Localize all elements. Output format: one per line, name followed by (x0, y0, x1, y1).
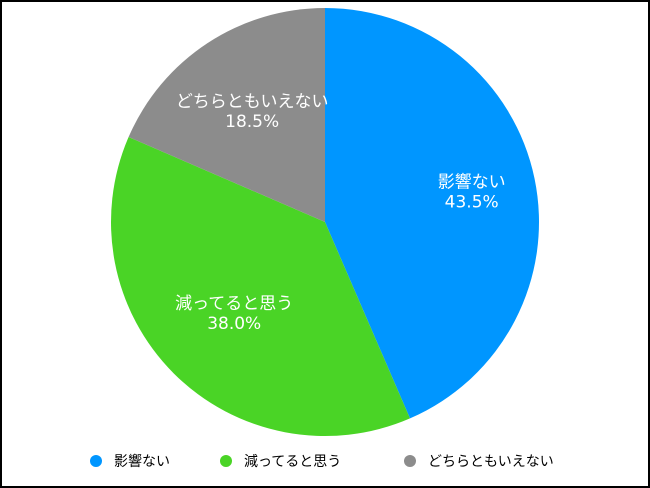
legend-label-2: どちらともいえない (428, 454, 554, 470)
pie-labels: 影響ない 43.5% 減ってると思う 38.0% どちらともいえない 18.5% (175, 92, 506, 334)
legend-marker-1 (220, 455, 232, 467)
slice-label-0-value: 43.5% (445, 193, 499, 213)
slice-label-2-value: 18.5% (225, 112, 279, 132)
slice-label-1-name: 減ってると思う (175, 294, 293, 314)
legend-marker-0 (90, 455, 102, 467)
slice-label-2-name: どちらともいえない (176, 92, 329, 112)
legend-item-2: どちらともいえない (404, 449, 554, 473)
legend-marker-2 (404, 455, 416, 467)
legend-label-1: 減ってると思う (244, 454, 342, 470)
chart-legend: 影響ない 減ってると思う どちらともいえない (0, 449, 650, 473)
slice-label-1-value: 38.0% (207, 314, 261, 334)
pie-slice-2 (128, 8, 325, 222)
slice-label-0-name: 影響ない (438, 173, 506, 193)
pie-slices (110, 8, 539, 436)
pie-slice-1 (110, 137, 410, 436)
legend-item-0: 影響ない (90, 449, 170, 473)
legend-item-1: 減ってると思う (220, 449, 341, 473)
legend-label-0: 影響ない (114, 454, 170, 470)
pie-slice-0 (325, 8, 539, 419)
